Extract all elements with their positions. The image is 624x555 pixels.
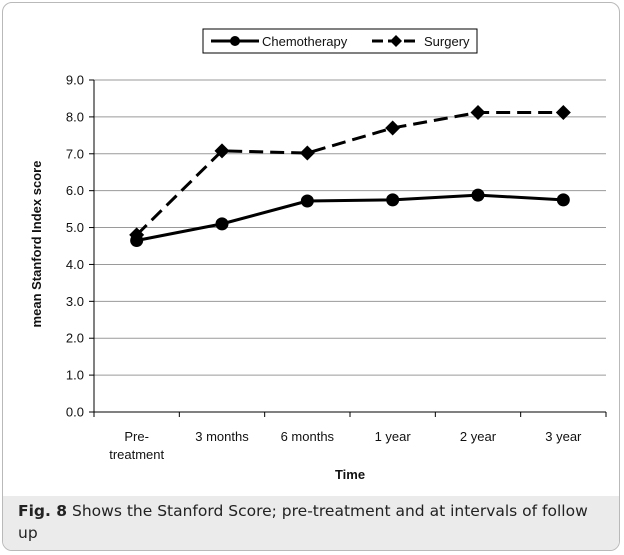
series [129, 104, 571, 247]
data-point-surgery [555, 104, 571, 120]
data-point-surgery [299, 145, 315, 161]
y-tick-label: 6.0 [66, 183, 84, 198]
x-tick-label: Pre- [124, 429, 149, 444]
line-chart: 0.0 1.0 2.0 3.0 4.0 5.0 6.0 7.0 8.0 9.0 Pre-treatm… [29, 28, 607, 482]
x-tick-label: 2 year [460, 429, 497, 444]
y-tick-label: 3.0 [66, 294, 84, 309]
series-line-surgery [135, 110, 564, 237]
x-tick-label: 6 months [281, 429, 335, 444]
y-tick-label: 9.0 [66, 73, 84, 88]
legend-chemotherapy-marker [230, 36, 240, 46]
legend-surgery-marker [390, 35, 402, 47]
y-tick-label: 8.0 [66, 109, 84, 124]
data-point-surgery [129, 227, 145, 243]
y-tick-label: 1.0 [66, 368, 84, 383]
x-tick-label: 1 year [375, 429, 412, 444]
data-point-chemotherapy [300, 194, 314, 208]
caption-background [3, 496, 619, 550]
gridlines [94, 79, 606, 376]
x-tick-label: 3 months [195, 429, 249, 444]
data-point-surgery [385, 120, 401, 136]
axes: 0.0 1.0 2.0 3.0 4.0 5.0 6.0 7.0 8.0 9.0 Pre-treatm… [66, 73, 607, 462]
data-point-chemotherapy [556, 193, 570, 207]
figure-label: Fig. 8 [18, 502, 68, 520]
x-axis-title: Time [335, 467, 365, 482]
series-line-chemotherapy [136, 193, 564, 242]
y-axis-title: mean Stanford Index score [29, 161, 44, 328]
data-point-chemotherapy [471, 188, 485, 202]
y-tick-label: 2.0 [66, 331, 84, 346]
x-tick-label: treatment [109, 447, 164, 462]
data-point-chemotherapy [215, 217, 229, 231]
legend-chemotherapy-label: Chemotherapy [262, 34, 348, 49]
caption-text: Shows the Stanford Score; pre-treatment … [18, 502, 588, 542]
y-tick-label: 4.0 [66, 257, 84, 272]
y-tick-label: 0.0 [66, 405, 84, 420]
data-point-chemotherapy [386, 193, 400, 207]
figure-caption: Fig. 8 Shows the Stanford Score; pre-tre… [18, 500, 608, 544]
y-tick-label: 7.0 [66, 146, 84, 161]
x-tick-label: 3 year [545, 429, 582, 444]
legend: Chemotherapy Surgery [202, 28, 478, 54]
figure-frame [2, 2, 620, 551]
legend-surgery-label: Surgery [424, 34, 470, 49]
data-point-surgery [214, 143, 230, 159]
y-tick-label: 5.0 [66, 220, 84, 235]
data-point-surgery [470, 104, 486, 120]
